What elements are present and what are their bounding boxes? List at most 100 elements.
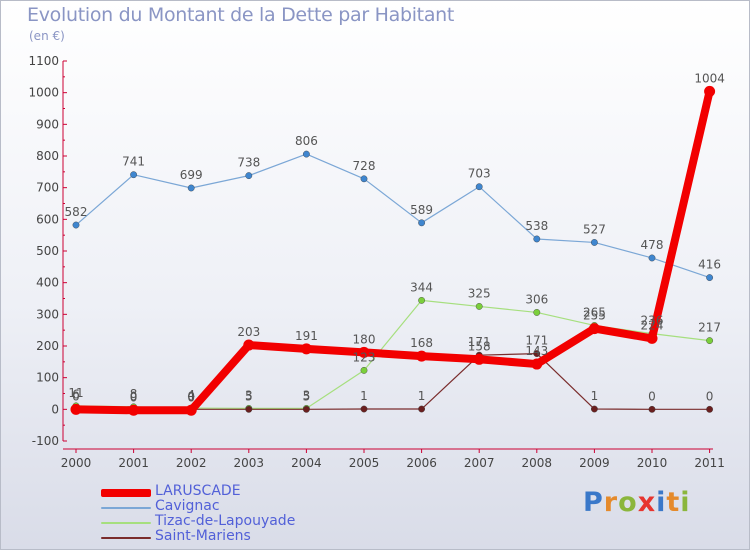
data-label-laruscade: 143 xyxy=(525,344,548,358)
data-label-cavignac: 741 xyxy=(122,155,145,169)
data-label-laruscade: 168 xyxy=(410,336,433,350)
x-tick-label: 2007 xyxy=(464,456,495,470)
data-point-saint-mariens xyxy=(418,405,425,413)
y-tick-label: 900 xyxy=(36,117,59,131)
data-point-cavignac xyxy=(706,274,713,281)
x-tick-label: 2008 xyxy=(522,456,553,470)
data-label-laruscade: 158 xyxy=(468,339,491,353)
data-point-saint-mariens xyxy=(302,405,310,413)
data-point-tizac-de-lapouyade xyxy=(706,337,713,345)
data-point-saint-mariens xyxy=(648,405,656,413)
series-layer xyxy=(70,85,716,416)
data-label-cavignac: 728 xyxy=(353,159,376,173)
series-line-saint-mariens xyxy=(75,353,711,410)
data-point-cavignac xyxy=(72,221,80,229)
y-tick-label: 0 xyxy=(51,402,59,416)
data-label-saint-mariens: 171 xyxy=(525,334,548,348)
logo-letter: x xyxy=(637,487,657,518)
x-tick-label: 2009 xyxy=(579,456,610,470)
logo-letter: r xyxy=(603,487,619,518)
data-label-laruscade: 0 xyxy=(130,390,138,404)
data-point-laruscade xyxy=(704,85,716,97)
data-point-cavignac xyxy=(591,239,598,246)
logo-letter: i xyxy=(680,487,691,518)
data-label-tizac-de-lapouyade: 217 xyxy=(698,321,721,335)
data-point-cavignac xyxy=(302,150,310,158)
y-tick-label: 200 xyxy=(36,339,59,353)
data-point-cavignac xyxy=(648,254,656,262)
data-point-laruscade xyxy=(646,332,658,344)
data-label-saint-mariens: 0 xyxy=(648,389,656,403)
x-tick-label: 2002 xyxy=(176,456,207,470)
data-point-cavignac xyxy=(187,184,195,192)
x-tick-label: 2011 xyxy=(694,456,725,470)
data-label-cavignac: 478 xyxy=(641,238,664,252)
series-line-laruscade xyxy=(72,87,714,415)
series-line-cavignac xyxy=(75,153,711,279)
data-point-laruscade xyxy=(416,350,428,362)
data-point-cavignac xyxy=(130,171,138,179)
data-label-cavignac: 806 xyxy=(295,134,318,148)
proxiti-logo: Proxiti xyxy=(583,487,691,518)
data-label-cavignac: 527 xyxy=(583,222,606,236)
data-label-saint-mariens: 5 xyxy=(245,389,253,403)
data-label-tizac-de-lapouyade: 344 xyxy=(410,280,433,294)
data-label-cavignac: 582 xyxy=(65,205,88,219)
y-tick-label: 1000 xyxy=(28,86,59,100)
data-label-tizac-de-lapouyade: 306 xyxy=(525,292,548,306)
data-point-laruscade xyxy=(185,404,197,416)
legend-label: Tizac-de-Lapouyade xyxy=(155,513,296,529)
data-label-tizac-de-lapouyade: 236 xyxy=(641,314,664,328)
x-tick-label: 2005 xyxy=(349,456,380,470)
data-point-cavignac xyxy=(475,183,483,191)
y-tick-label: -100 xyxy=(32,434,59,448)
logo-letter: t xyxy=(666,487,681,518)
data-point-laruscade xyxy=(70,403,82,415)
data-label-cavignac: 738 xyxy=(237,156,260,170)
data-point-laruscade xyxy=(473,353,485,365)
data-label-laruscade: 255 xyxy=(583,309,606,323)
legend-label: Saint-Mariens xyxy=(155,528,251,544)
y-tick-label: 300 xyxy=(36,307,59,321)
data-point-tizac-de-lapouyade xyxy=(475,303,483,310)
data-label-saint-mariens: 5 xyxy=(303,389,311,403)
data-label-saint-mariens: 0 xyxy=(130,389,138,403)
data-label-tizac-de-lapouyade: 4 xyxy=(187,388,195,402)
data-label-laruscade: 180 xyxy=(353,332,376,346)
x-tick-label: 2003 xyxy=(234,456,265,470)
data-point-cavignac xyxy=(533,235,541,243)
data-point-cavignac xyxy=(360,175,368,183)
data-point-cavignac xyxy=(418,219,425,227)
legend-swatch xyxy=(101,536,151,539)
data-point-saint-mariens xyxy=(245,405,253,413)
y-tick-label: 1100 xyxy=(28,54,59,68)
y-tick-label: 400 xyxy=(36,276,59,290)
data-label-saint-mariens: 1 xyxy=(418,389,426,403)
data-label-saint-mariens: 6 xyxy=(72,387,80,401)
legend-swatch xyxy=(101,521,151,524)
logo-letter: i xyxy=(656,487,667,518)
data-label-tizac-de-lapouyade: 3 xyxy=(303,388,311,402)
logo-letter: o xyxy=(618,487,638,518)
data-label-cavignac: 589 xyxy=(410,203,433,217)
data-label-saint-mariens: 171 xyxy=(468,335,491,349)
y-tick-label: 800 xyxy=(36,149,59,163)
data-label-saint-mariens: 0 xyxy=(187,389,195,403)
data-label-laruscade: 0 xyxy=(187,390,195,404)
legend-swatch xyxy=(101,488,151,497)
data-label-laruscade: 0 xyxy=(72,389,80,403)
data-point-laruscade xyxy=(300,343,312,355)
x-tick-label: 2001 xyxy=(118,456,149,470)
x-tick-label: 2010 xyxy=(637,456,668,470)
data-point-saint-mariens xyxy=(533,350,541,357)
data-label-laruscade: 224 xyxy=(641,318,664,332)
data-label-saint-mariens: 1 xyxy=(360,389,368,403)
data-label-tizac-de-lapouyade: 325 xyxy=(468,286,491,300)
data-point-laruscade xyxy=(358,346,370,358)
x-tick-label: 2004 xyxy=(291,456,322,470)
data-point-saint-mariens xyxy=(706,405,713,413)
data-label-tizac-de-lapouyade: 265 xyxy=(583,305,606,319)
data-point-tizac-de-lapouyade xyxy=(360,366,368,374)
